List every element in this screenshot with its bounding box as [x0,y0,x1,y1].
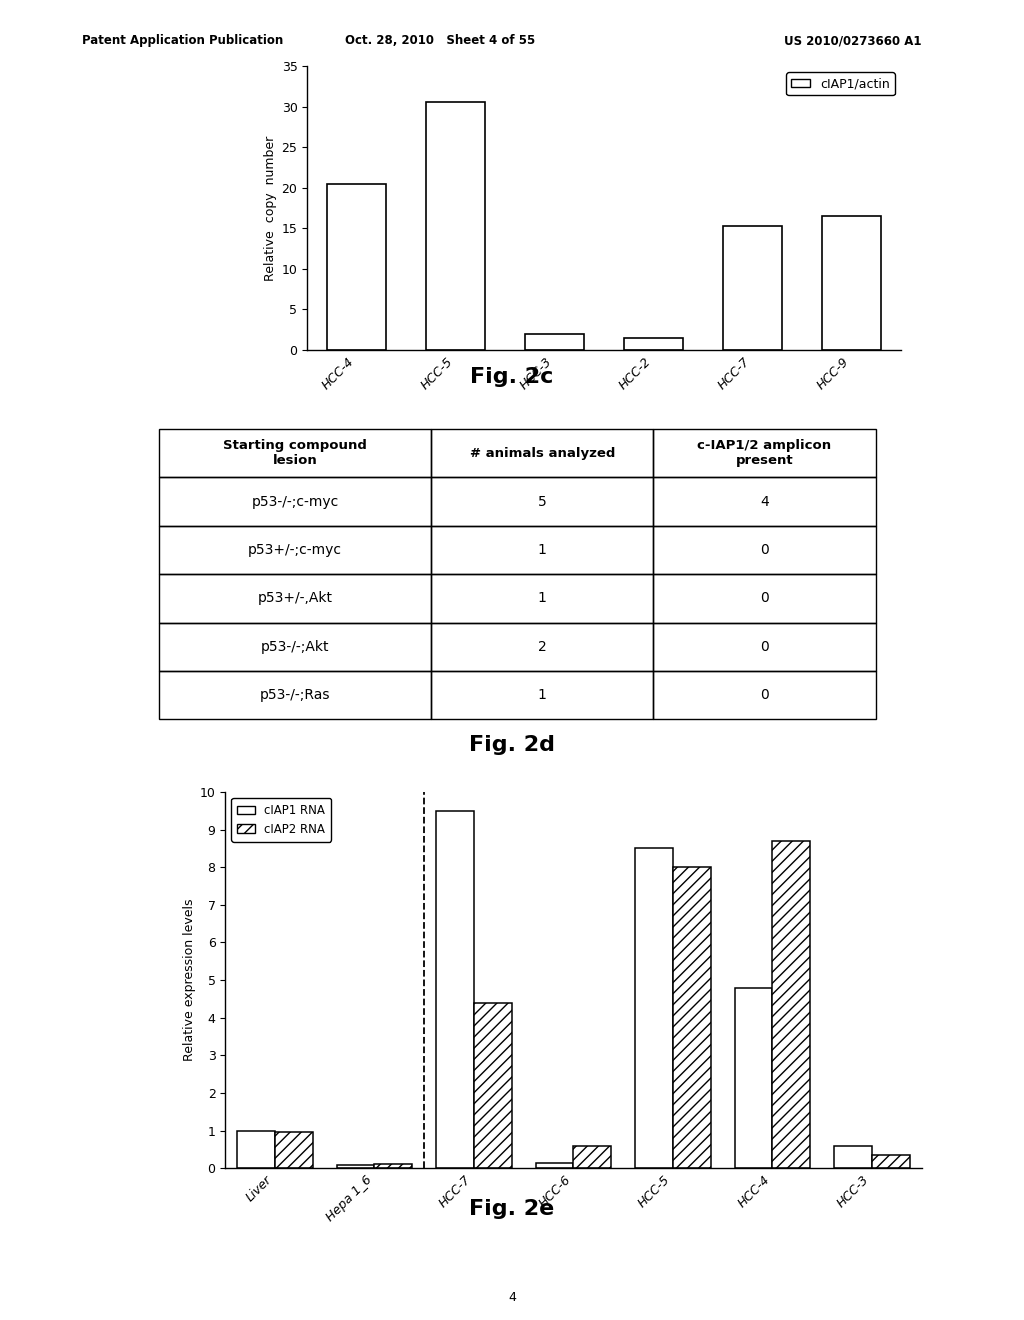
Text: Starting compound
lesion: Starting compound lesion [223,440,367,467]
Text: c-IAP1/2 amplicon
present: c-IAP1/2 amplicon present [697,440,831,467]
Y-axis label: Relative  copy  number: Relative copy number [264,135,278,281]
Bar [327,183,386,350]
Bar [431,671,653,719]
Bar [275,1133,312,1168]
Bar [159,478,431,525]
Bar [772,841,810,1168]
Bar [835,1146,871,1168]
Text: 1: 1 [538,591,547,606]
Bar [337,1166,375,1168]
Text: Oct. 28, 2010   Sheet 4 of 55: Oct. 28, 2010 Sheet 4 of 55 [345,34,536,48]
Bar [159,429,431,478]
Text: 0: 0 [760,543,769,557]
Text: 1: 1 [538,688,547,702]
Text: 2: 2 [538,640,547,653]
Bar [159,574,431,623]
Text: Patent Application Publication: Patent Application Publication [82,34,284,48]
Bar [653,671,876,719]
Text: Fig. 2d: Fig. 2d [469,735,555,755]
Text: p53+/-;c-myc: p53+/-;c-myc [248,543,342,557]
Bar [238,1130,275,1168]
Bar [375,1164,413,1168]
Bar [474,1003,512,1168]
Text: Fig. 2e: Fig. 2e [469,1199,555,1218]
Text: 4: 4 [508,1291,516,1304]
Text: 1: 1 [538,543,547,557]
Text: p53-/-;c-myc: p53-/-;c-myc [251,495,339,508]
Text: 5: 5 [538,495,547,508]
Bar [653,574,876,623]
Bar [536,1163,573,1168]
Text: Fig. 2c: Fig. 2c [470,367,554,387]
Text: 0: 0 [760,591,769,606]
Bar [431,429,653,478]
Bar [159,525,431,574]
Text: US 2010/0273660 A1: US 2010/0273660 A1 [784,34,922,48]
Text: 4: 4 [760,495,769,508]
Text: 0: 0 [760,688,769,702]
Legend: cIAP1/actin: cIAP1/actin [786,73,895,95]
Text: p53-/-;Akt: p53-/-;Akt [261,640,329,653]
Legend: cIAP1 RNA, cIAP2 RNA: cIAP1 RNA, cIAP2 RNA [231,797,331,842]
Text: p53-/-;Ras: p53-/-;Ras [260,688,330,702]
Bar [723,226,782,350]
Bar [734,987,772,1168]
Bar [159,671,431,719]
Bar [431,574,653,623]
Y-axis label: Relative expression levels: Relative expression levels [182,899,196,1061]
Bar [525,334,585,350]
Bar [673,867,711,1168]
Bar [426,103,485,350]
Bar [822,216,882,350]
Bar [653,429,876,478]
Bar [653,478,876,525]
Text: 0: 0 [760,640,769,653]
Bar [436,810,474,1168]
Bar [431,478,653,525]
Bar [624,338,683,350]
Text: p53+/-,Akt: p53+/-,Akt [257,591,333,606]
Bar [431,525,653,574]
Bar [635,849,673,1168]
Bar [653,525,876,574]
Text: # animals analyzed: # animals analyzed [470,446,614,459]
Bar [573,1146,611,1168]
Bar [159,623,431,671]
Bar [431,623,653,671]
Bar [871,1155,909,1168]
Bar [653,623,876,671]
